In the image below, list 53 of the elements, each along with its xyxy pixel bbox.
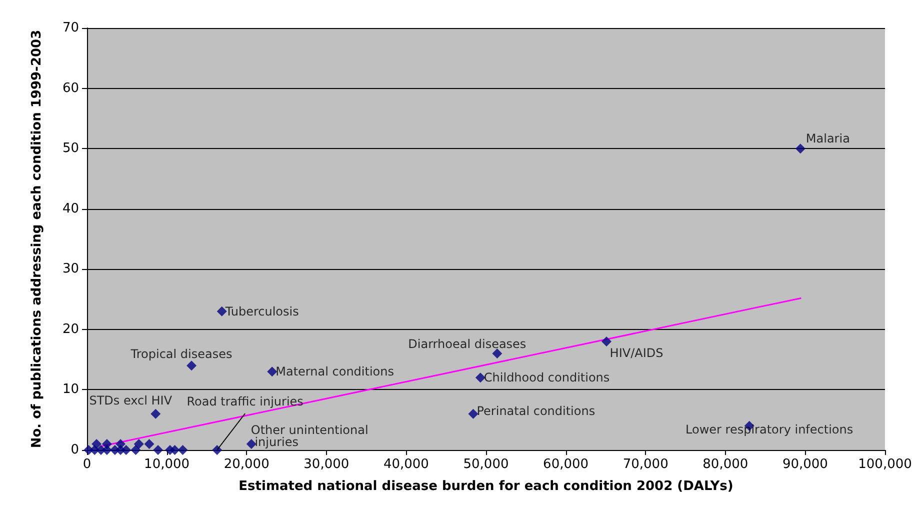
point: [150, 408, 161, 419]
y-tick-label: 30: [62, 262, 79, 277]
y-tick-label: 10: [62, 382, 79, 398]
point: [121, 445, 132, 455]
y-tick-label: 0: [70, 442, 79, 458]
annotation: Tropical diseases: [130, 347, 232, 362]
annotation: STDs excl HIV: [89, 393, 173, 408]
point: [102, 438, 112, 449]
y-tick-label: 60: [62, 80, 79, 96]
annotation: Lower respiratory infections: [686, 422, 854, 436]
point: [246, 438, 256, 449]
y-tick-label: 70: [62, 20, 79, 36]
annotation: Other unintentional injuries: [250, 422, 368, 449]
point: [212, 445, 222, 455]
annotation: Childhood conditions: [484, 370, 610, 385]
point: [170, 445, 180, 455]
y-tick-label: 40: [62, 201, 79, 216]
x-tick-label: 50,000: [463, 457, 509, 472]
point: [186, 360, 197, 371]
x-tick-label: 0: [82, 457, 92, 472]
point: [475, 372, 486, 383]
point: [92, 438, 102, 449]
x-tick-label: 60,000: [543, 457, 589, 472]
annotation: Perinatal conditions: [476, 404, 596, 418]
point: [468, 408, 478, 419]
point: [178, 445, 188, 455]
x-tick-label: 30,000: [304, 457, 350, 472]
y-axis-title: No. of publications addressing each condition 1999-2003: [30, 30, 44, 448]
point: [267, 366, 278, 377]
annotation: Diarrhoeal diseases: [408, 337, 526, 352]
point: [492, 348, 502, 359]
annotation: HIV/AIDS: [610, 346, 664, 360]
x-tick-label: 20,000: [224, 457, 270, 472]
annotation: Maternal conditions: [276, 364, 394, 379]
y-tick-label: 50: [62, 141, 79, 156]
annotation: Malaria: [806, 132, 850, 146]
x-tick-label: 100,000: [858, 457, 912, 472]
annotation: Tuberculosis: [224, 304, 299, 318]
y-tick-label: 20: [62, 322, 79, 337]
x-tick-label: 80,000: [702, 457, 748, 472]
point: [795, 144, 806, 154]
x-tick-label: 90,000: [782, 457, 828, 472]
point: [144, 438, 154, 449]
point: [602, 336, 612, 346]
point: [134, 438, 144, 449]
point: [116, 438, 126, 449]
x-axis-title: Estimated national disease burden for each condition 2002 (DALYs): [238, 479, 734, 494]
point: [153, 445, 164, 455]
x-tick-label: 10,000: [144, 457, 190, 472]
x-tick-label: 70,000: [622, 457, 668, 472]
point: [130, 445, 141, 455]
annotation: Road traffic injuries: [186, 394, 304, 408]
x-tick-label: 40,000: [383, 457, 429, 472]
